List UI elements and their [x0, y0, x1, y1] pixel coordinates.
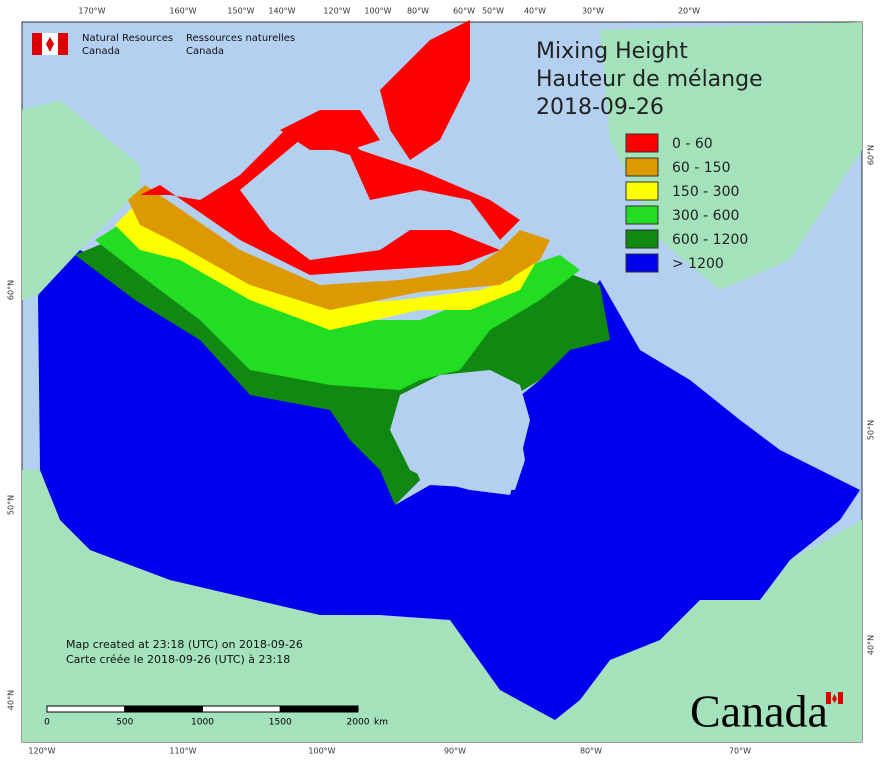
title: Mixing Height Hauteur de mélange 2018-09…	[536, 39, 763, 120]
legend-label: 60 - 150	[672, 160, 731, 176]
ellesmere	[380, 20, 470, 160]
scale-label: 1000	[191, 718, 214, 728]
graticule-label: 60°N	[7, 280, 16, 300]
legend-label: 150 - 300	[672, 184, 739, 200]
title-date: 2018-09-26	[536, 95, 664, 120]
legend-swatch	[625, 157, 659, 177]
graticule-label: 110°W	[169, 747, 196, 756]
graticule-label: 140°W	[268, 7, 295, 16]
islands	[280, 110, 380, 150]
flag-bar	[58, 33, 68, 55]
graticule-label: 40°W	[524, 7, 546, 16]
graticule-label: 50°N	[867, 420, 876, 440]
band-150-300	[115, 200, 540, 330]
flag-bar	[838, 692, 843, 704]
legend-label: 300 - 600	[672, 208, 739, 224]
graticule-label: 20°W	[678, 7, 700, 16]
graticule-label: 150°W	[227, 7, 254, 16]
scale-segment	[279, 705, 359, 713]
usa	[22, 470, 862, 742]
title-en: Mixing Height	[536, 39, 688, 64]
graticule-label: 90°W	[444, 747, 466, 756]
legend-swatch	[625, 181, 659, 201]
graticule-label: 60°N	[867, 145, 876, 165]
logo-fr: Canada	[186, 46, 224, 57]
hudson-bay	[390, 370, 530, 495]
other-land	[22, 22, 862, 742]
greenland	[600, 22, 862, 290]
graticule-label: 50°W	[482, 7, 504, 16]
logo-fr: Ressources naturelles	[186, 33, 295, 44]
graticule-label: 50°N	[7, 495, 16, 515]
scale-label: 2000	[347, 718, 370, 728]
graticule-label: 80°W	[580, 747, 602, 756]
scale-label: 0	[44, 718, 50, 728]
scale-segment	[46, 705, 126, 713]
scale-unit: km	[374, 718, 388, 728]
graticule-label: 170°W	[78, 7, 105, 16]
legend-swatch	[625, 253, 659, 273]
legend-swatch	[625, 133, 659, 153]
band-300-600	[95, 215, 580, 390]
band-60-150	[128, 185, 550, 310]
legend-label: > 1200	[672, 256, 724, 272]
logo-text: Natural Resources Canada Ressources natu…	[82, 33, 295, 57]
alaska	[22, 100, 140, 300]
flag-leaf	[832, 694, 837, 703]
scale-segment	[124, 705, 203, 713]
scale-label: 1500	[269, 718, 292, 728]
scale-label: 500	[116, 718, 133, 728]
legend-swatch	[625, 229, 659, 249]
title-fr: Hauteur de mélange	[536, 67, 763, 92]
graticule-label: 40°N	[867, 635, 876, 655]
legend-label: 0 - 60	[672, 136, 713, 152]
legend-label: 600 - 1200	[672, 232, 748, 248]
legend-swatch	[625, 205, 659, 225]
logo-flag	[32, 33, 68, 55]
flag-bar	[826, 692, 831, 704]
graticule-label: 160°W	[169, 7, 196, 16]
graticule-label: 30°W	[582, 7, 604, 16]
notes: Map created at 23:18 (UTC) on 2018-09-26…	[66, 638, 303, 666]
graticule-label: 80°W	[407, 7, 429, 16]
note: Map created at 23:18 (UTC) on 2018-09-26	[66, 638, 303, 651]
logo-en: Natural Resources	[82, 33, 173, 44]
graticule-label: 120°W	[323, 7, 350, 16]
band-0-60	[140, 20, 520, 275]
graticule-label: 60°W	[453, 7, 475, 16]
graticule-label: 40°N	[7, 690, 16, 710]
arctic-red	[140, 120, 520, 275]
graticule-label: 100°W	[308, 747, 335, 756]
wordmark-flag	[826, 692, 843, 704]
scale-segment	[202, 705, 281, 713]
wordmark: Canada	[690, 686, 828, 737]
note: Carte créée le 2018-09-26 (UTC) à 23:18	[66, 653, 290, 666]
flag-bar	[32, 33, 42, 55]
flag-leaf	[46, 37, 54, 52]
logo-en: Canada	[82, 46, 120, 57]
graticule-label: 120°W	[28, 747, 55, 756]
graticule-label: 70°W	[729, 747, 751, 756]
graticule-label: 100°W	[364, 7, 391, 16]
